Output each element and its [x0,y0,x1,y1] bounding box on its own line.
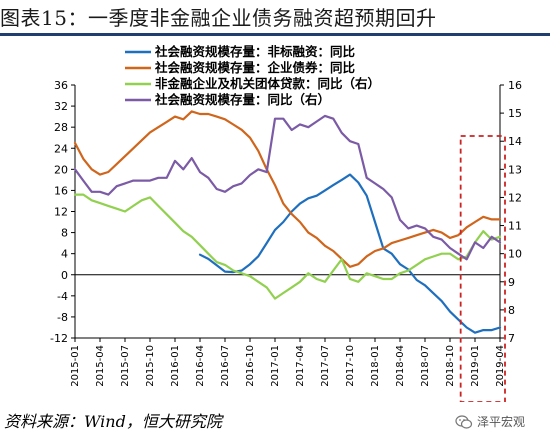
x-tick-label: 2019-01 [470,345,481,387]
y-left-tick-label: 0 [61,269,68,282]
y-left-tick-label: -8 [57,311,68,324]
x-tick-label: 2016-10 [245,345,256,387]
x-tick-label: 2017-10 [345,345,356,387]
y-right-tick-label: 16 [508,79,522,92]
y-right-tick-label: 11 [508,220,522,233]
wechat-icon [455,415,473,429]
x-tick-label: 2018-10 [445,345,456,387]
page-title: 图表15：一季度非金融企业债务融资超预期回升 [0,6,437,30]
y-left-tick-label: 8 [61,227,68,240]
x-tick-label: 2017-04 [295,345,306,387]
y-right-tick-label: 13 [508,163,522,176]
line-chart: 36 32 28 24 20 16 12 8 4 0 -4 -8 -12 16 15 14 13 12 11 10 9 8… [50,44,522,402]
y-left-tick-label: 36 [54,79,68,92]
watermark: 泽平宏观 [455,412,550,434]
y-right-tick-label: 7 [508,332,515,345]
series-line-1 [198,173,502,334]
legend-label-2: 社会融资规模存量：企业债券：同比 [154,60,356,75]
series-line-2 [73,110,502,268]
y-left-tick-label: 4 [61,248,68,261]
y-right-tick-label: 12 [508,191,522,204]
x-tick-label: 2019-04 [495,345,506,387]
y-right-tick-label: 15 [508,107,522,120]
y-left-tick-label: 24 [54,142,68,155]
x-tick-label: 2018-07 [420,345,431,387]
y-left-tick-label: 28 [54,121,68,134]
x-tick-label: 2015-01 [70,345,81,387]
y-left-tick-label: -12 [50,332,68,345]
y-left-tick-label: 32 [54,100,68,113]
y-left-tick-label: 20 [54,163,68,176]
series-line-4 [73,114,502,261]
source-note: 资料来源：Wind，恒大研究院 [4,412,222,431]
x-tick-label: 2016-01 [170,345,181,387]
y-left-tick-label: -4 [57,290,68,303]
y-right-tick-label: 8 [508,304,515,317]
y-left-tick-label: 16 [54,184,68,197]
x-tick-label: 2017-01 [270,345,281,387]
y-right-tick-label: 10 [508,248,522,261]
highlight-box [459,135,506,402]
chart-legend: 社会融资规模存量：非标融资：同比社会融资规模存量：企业债券：同比非金融企业及机关… [125,44,380,107]
x-tick-label: 2015-10 [145,345,156,387]
series-line-3 [73,193,502,300]
x-tick-label: 2018-04 [395,345,406,387]
x-tick-label: 2016-07 [220,345,231,387]
x-tick-label: 2015-07 [120,345,131,387]
chart-axes: 36 32 28 24 20 16 12 8 4 0 -4 -8 -12 16 15 14 13 12 11 10 9 8… [50,79,522,387]
x-tick-label: 2017-07 [320,345,331,387]
legend-label-1: 社会融资规模存量：非标融资：同比 [154,44,356,59]
y-right-tick-label: 14 [508,135,522,148]
watermark-text: 泽平宏观 [477,415,526,429]
legend-label-3: 非金融企业及机关团体贷款：同比（右） [155,76,380,91]
title-bar: 图表15：一季度非金融企业债务融资超预期回升 [0,0,550,36]
chart-lines [73,110,506,402]
y-left-tick-label: 12 [54,206,68,219]
x-tick-label: 2016-04 [195,345,206,387]
legend-label-4: 社会融资规模存量：同比（右） [154,92,330,107]
y-right-tick-label: 9 [508,276,515,289]
x-tick-label: 2015-04 [95,345,106,387]
x-tick-label: 2018-01 [370,345,381,387]
